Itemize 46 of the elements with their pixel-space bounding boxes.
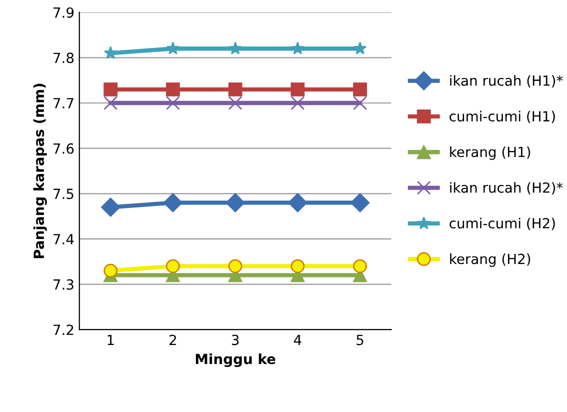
y-tick-label: 7.2	[54, 324, 74, 335]
legend-label: ikan rucah (H2)*	[450, 182, 563, 194]
point	[290, 259, 305, 274]
point	[166, 82, 180, 96]
legend-label: kerang (H1)	[450, 146, 530, 160]
y-tick-label: 7.8	[54, 52, 74, 64]
x-tick-label: 5	[356, 334, 364, 346]
y-tick-label: 7.3	[54, 279, 74, 290]
y-axis-title: Panjang karapas (mm)	[33, 84, 47, 258]
y-tick-label: 7.4	[54, 234, 74, 244]
point	[226, 193, 245, 212]
point	[104, 46, 118, 59]
point	[353, 42, 367, 54]
x-tick-label: 4	[294, 334, 302, 346]
point	[228, 96, 242, 110]
x-axis-title: Minggu ke	[196, 353, 276, 368]
x-tick-label: 3	[232, 334, 239, 346]
point	[104, 82, 118, 96]
point	[228, 82, 242, 96]
y-tick-label: 7.5	[54, 188, 74, 200]
point	[166, 42, 180, 54]
point	[101, 198, 120, 217]
y-tick-label: 7.7	[54, 98, 74, 108]
point	[288, 193, 308, 212]
point	[290, 82, 305, 96]
point	[290, 96, 305, 110]
point	[104, 96, 118, 110]
x-tick-label: 1	[108, 334, 114, 346]
y-tick-label: 7.9	[54, 7, 74, 18]
x-tick-label: 2	[170, 334, 176, 346]
point	[353, 96, 367, 110]
point	[163, 193, 182, 212]
point	[228, 42, 242, 54]
legend-label: kerang (H2)	[450, 253, 530, 267]
point	[291, 42, 304, 54]
legend-label: cumi-cumi (H2)	[450, 218, 555, 230]
point	[228, 259, 242, 274]
point	[353, 259, 367, 274]
point	[166, 96, 180, 110]
point	[166, 259, 180, 274]
point	[104, 264, 118, 278]
legend-label: ikan rucah (H1)*	[450, 75, 563, 88]
y-tick-label: 7.6	[54, 143, 74, 154]
point	[350, 193, 370, 212]
legend-label: cumi-cumi (H1)	[450, 110, 555, 124]
point	[353, 82, 367, 96]
